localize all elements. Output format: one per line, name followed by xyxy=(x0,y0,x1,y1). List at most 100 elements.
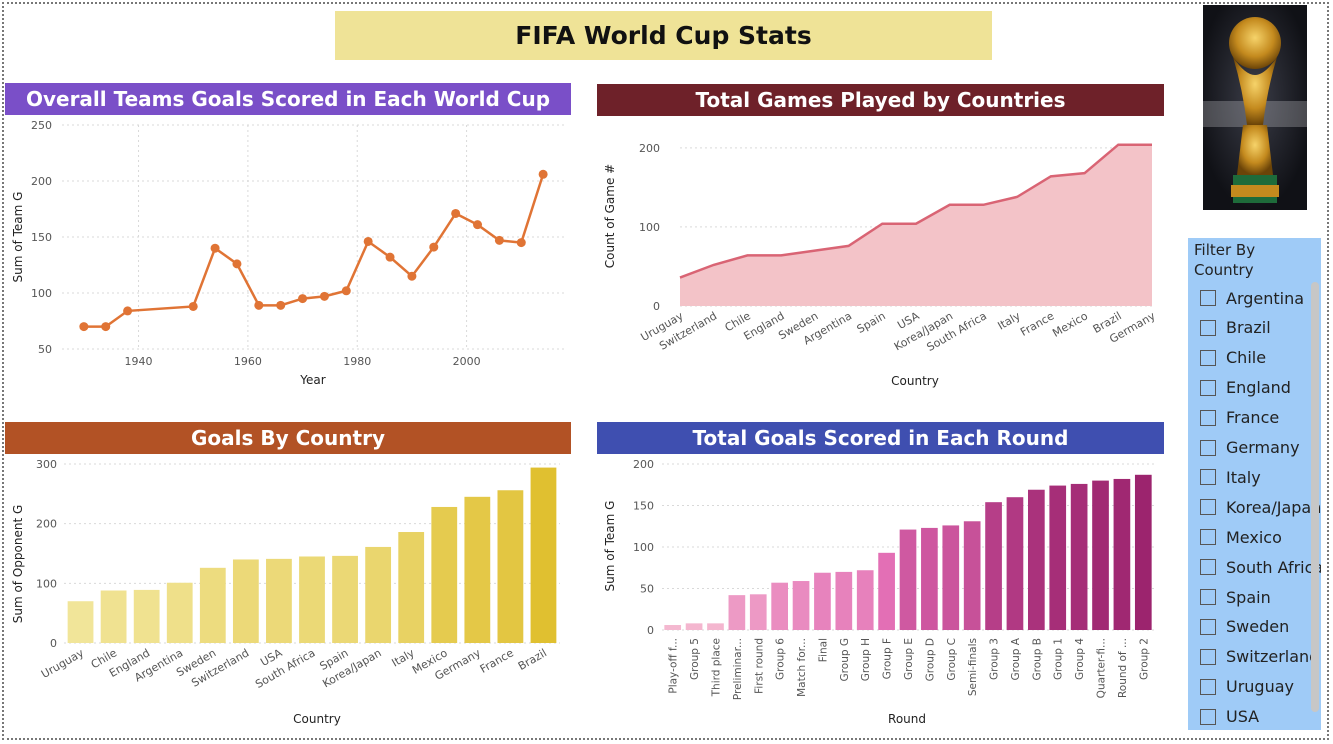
goals-per-world-cup-line-chart[interactable]: 50 100 150 200 250 1940 1960 1980 2000 Year Sum of… xyxy=(0,115,580,395)
bar[interactable] xyxy=(332,555,358,643)
checkbox[interactable] xyxy=(1200,349,1216,366)
data-point[interactable] xyxy=(341,286,351,296)
data-point[interactable] xyxy=(363,236,373,246)
data-point[interactable] xyxy=(538,169,548,179)
bar[interactable] xyxy=(792,581,810,630)
filter-item-argentina[interactable]: Argentina xyxy=(1200,287,1304,309)
data-point[interactable] xyxy=(385,252,395,262)
checkbox[interactable] xyxy=(1200,409,1216,426)
bar[interactable] xyxy=(835,571,853,630)
data-point[interactable] xyxy=(79,322,89,332)
checkbox[interactable] xyxy=(1200,290,1216,306)
bar[interactable] xyxy=(664,625,682,630)
checkbox[interactable] xyxy=(1200,529,1216,546)
bar[interactable] xyxy=(707,623,724,630)
checkbox[interactable] xyxy=(1200,559,1216,576)
data-point[interactable] xyxy=(123,306,133,316)
checkbox[interactable] xyxy=(1200,678,1216,695)
checkbox[interactable] xyxy=(1200,499,1216,516)
filter-item-usa[interactable]: USA xyxy=(1200,706,1259,728)
filter-scrollbar[interactable] xyxy=(1311,282,1319,712)
filter-item-sweden[interactable]: Sweden xyxy=(1200,616,1289,638)
data-point[interactable] xyxy=(494,235,504,245)
bar[interactable] xyxy=(1092,480,1109,630)
filter-item-mexico[interactable]: Mexico xyxy=(1200,526,1282,548)
filter-item-switzerland[interactable]: Switzerland xyxy=(1200,646,1319,668)
bar[interactable] xyxy=(899,529,917,630)
bar[interactable] xyxy=(728,595,746,630)
checkbox[interactable] xyxy=(1200,439,1216,456)
bar[interactable] xyxy=(771,582,788,630)
bar[interactable] xyxy=(67,601,94,643)
checkbox[interactable] xyxy=(1200,469,1216,486)
data-point[interactable] xyxy=(210,243,220,253)
data-point[interactable] xyxy=(429,242,439,252)
bar[interactable] xyxy=(266,558,292,643)
checkbox[interactable] xyxy=(1200,708,1216,725)
bar[interactable] xyxy=(464,496,491,643)
filter-item-chile[interactable]: Chile xyxy=(1200,347,1266,369)
bar[interactable] xyxy=(921,527,938,630)
bar[interactable] xyxy=(963,521,981,630)
bar[interactable] xyxy=(199,567,226,643)
bar[interactable] xyxy=(1049,485,1067,630)
filter-item-italy[interactable]: Italy xyxy=(1200,466,1261,488)
data-point[interactable] xyxy=(254,300,264,310)
goals-per-round-bar-chart[interactable]: 0 50 100 150 200 Play-off f... Group 5 Third pl… xyxy=(592,454,1172,740)
data-point[interactable] xyxy=(232,259,242,269)
bar[interactable] xyxy=(749,594,767,630)
filter-item-germany[interactable]: Germany xyxy=(1200,437,1300,459)
checkbox[interactable] xyxy=(1200,319,1216,336)
data-point[interactable] xyxy=(516,238,526,248)
bar[interactable] xyxy=(1113,478,1131,630)
bar[interactable] xyxy=(1134,474,1152,630)
bar[interactable] xyxy=(133,589,160,643)
bar[interactable] xyxy=(1070,483,1088,630)
bar[interactable] xyxy=(985,502,1002,630)
bar[interactable] xyxy=(398,532,425,643)
bar[interactable] xyxy=(685,623,703,630)
data-point[interactable] xyxy=(298,294,308,304)
filter-item-france[interactable]: France xyxy=(1200,407,1279,429)
bar[interactable] xyxy=(232,559,259,643)
bar[interactable] xyxy=(365,546,392,643)
bar[interactable] xyxy=(1028,489,1045,630)
bar[interactable] xyxy=(530,467,557,643)
data-point[interactable] xyxy=(188,301,198,311)
data-point[interactable] xyxy=(407,271,417,281)
y-tick-label: 200 xyxy=(639,142,660,155)
bar[interactable] xyxy=(856,570,874,630)
data-point[interactable] xyxy=(451,208,461,218)
checkbox[interactable] xyxy=(1200,648,1216,665)
bar[interactable] xyxy=(166,582,193,643)
data-point[interactable] xyxy=(276,300,286,310)
data-point[interactable] xyxy=(319,291,329,301)
bar[interactable] xyxy=(814,572,831,630)
checkbox[interactable] xyxy=(1200,618,1216,635)
filter-item-england[interactable]: England xyxy=(1200,377,1291,399)
world-cup-trophy-image xyxy=(1203,5,1307,210)
filter-item-brazil[interactable]: Brazil xyxy=(1200,317,1271,339)
filter-item-korea-japan[interactable]: Korea/Japan xyxy=(1200,496,1321,518)
bar[interactable] xyxy=(878,552,895,630)
data-point[interactable] xyxy=(101,322,111,332)
y-tick-label: 300 xyxy=(36,458,57,471)
filter-item-spain[interactable]: Spain xyxy=(1200,586,1271,608)
bar[interactable] xyxy=(100,590,127,643)
bar[interactable] xyxy=(497,490,524,643)
series-line[interactable] xyxy=(679,143,1152,279)
bar[interactable] xyxy=(1006,497,1024,630)
bar[interactable] xyxy=(942,525,960,630)
x-tick-label: Group G xyxy=(839,638,851,681)
filter-item-south-africa[interactable]: South Africa xyxy=(1200,556,1321,578)
filter-item-uruguay[interactable]: Uruguay xyxy=(1200,676,1294,698)
checkbox[interactable] xyxy=(1200,589,1216,605)
bar[interactable] xyxy=(431,506,458,643)
checkbox[interactable] xyxy=(1200,379,1216,396)
x-axis-title: Year xyxy=(299,373,325,387)
bar[interactable] xyxy=(299,556,325,643)
filter-item-label: Brazil xyxy=(1226,318,1271,338)
data-point[interactable] xyxy=(473,220,483,230)
